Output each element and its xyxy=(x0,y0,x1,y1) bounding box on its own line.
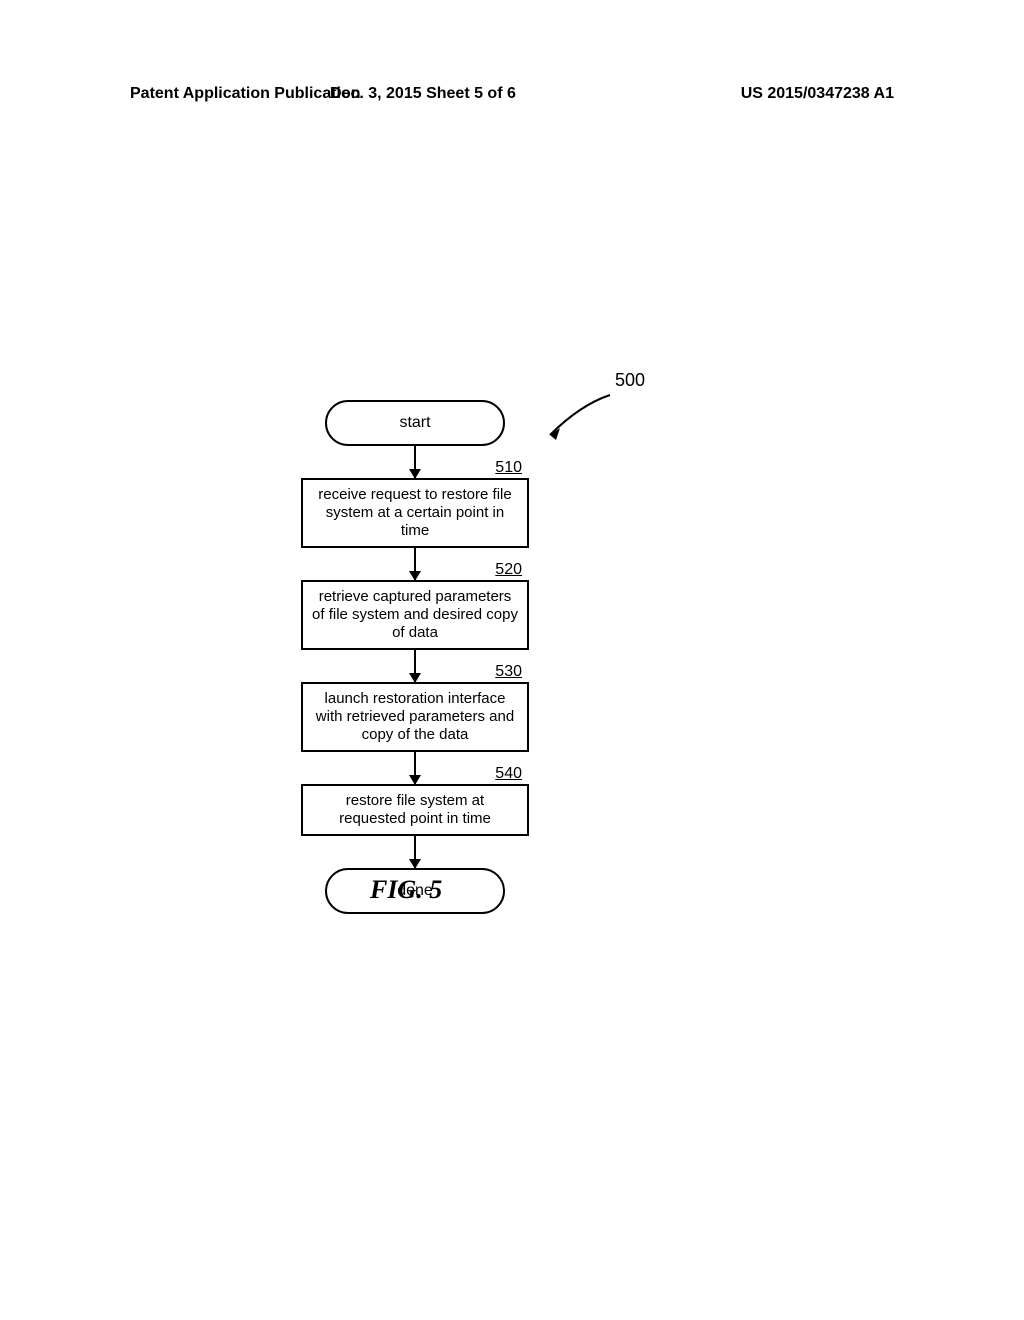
step-3-text: launch restoration interface with retrie… xyxy=(311,690,519,744)
arrow-5 xyxy=(414,836,416,868)
ref-540: 540 xyxy=(495,764,522,783)
step-1-text: receive request to restore file system a… xyxy=(311,486,519,540)
ref-520: 520 xyxy=(495,560,522,579)
step-2-text: retrieve captured parameters of file sys… xyxy=(311,588,519,642)
figure-caption: FIG. 5 xyxy=(370,875,442,905)
flowchart-container: start 510 receive request to restore fil… xyxy=(300,400,530,914)
ref-510: 510 xyxy=(495,458,522,477)
header-date-sheet: Dec. 3, 2015 Sheet 5 of 6 xyxy=(330,85,516,103)
arrow-2 xyxy=(414,548,416,580)
header-publication: Patent Application Publication xyxy=(130,85,361,103)
process-step-2: 520 retrieve captured parameters of file… xyxy=(301,580,529,650)
flowchart-ref-main: 500 xyxy=(615,370,645,391)
arrow-3 xyxy=(414,650,416,682)
process-step-1: 510 receive request to restore file syst… xyxy=(301,478,529,548)
arrow-4 xyxy=(414,752,416,784)
header-pub-number: US 2015/0347238 A1 xyxy=(741,85,894,103)
ref-530: 530 xyxy=(495,662,522,681)
page-header: Patent Application Publication Dec. 3, 2… xyxy=(0,85,1024,103)
start-label: start xyxy=(399,414,430,432)
arrow-1 xyxy=(414,446,416,478)
process-step-3: 530 launch restoration interface with re… xyxy=(301,682,529,752)
start-terminator: start xyxy=(325,400,505,446)
ref-pointer-arrow xyxy=(540,390,620,450)
step-4-text: restore file system at requested point i… xyxy=(311,792,519,828)
process-step-4: 540 restore file system at requested poi… xyxy=(301,784,529,836)
